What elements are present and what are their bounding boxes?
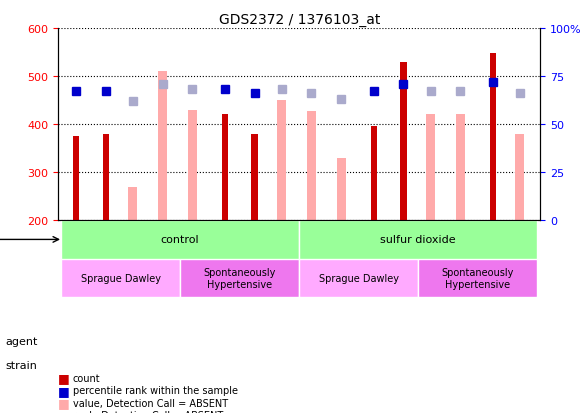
Text: count: count xyxy=(73,373,101,383)
Bar xyxy=(371,126,376,221)
Text: Spontaneously
Hypertensive: Spontaneously Hypertensive xyxy=(203,267,276,289)
Text: strain: strain xyxy=(6,361,38,370)
FancyBboxPatch shape xyxy=(180,259,299,297)
Text: sulfur dioxide: sulfur dioxide xyxy=(381,235,456,245)
Text: ■: ■ xyxy=(58,408,70,413)
Bar xyxy=(426,115,435,221)
Text: control: control xyxy=(161,235,199,245)
Text: value, Detection Call = ABSENT: value, Detection Call = ABSENT xyxy=(73,398,228,408)
Text: rank, Detection Call = ABSENT: rank, Detection Call = ABSENT xyxy=(73,410,223,413)
Bar xyxy=(277,101,286,221)
FancyBboxPatch shape xyxy=(418,259,537,297)
Text: Sprague Dawley: Sprague Dawley xyxy=(81,273,160,283)
Bar xyxy=(515,134,524,221)
Text: ■: ■ xyxy=(58,384,70,397)
Bar xyxy=(307,112,316,221)
FancyBboxPatch shape xyxy=(61,221,299,259)
FancyBboxPatch shape xyxy=(299,221,537,259)
FancyBboxPatch shape xyxy=(61,259,180,297)
Bar xyxy=(400,62,407,221)
Text: ■: ■ xyxy=(58,371,70,385)
Bar xyxy=(337,158,346,221)
Bar xyxy=(158,72,167,221)
Bar xyxy=(103,134,109,221)
Title: GDS2372 / 1376103_at: GDS2372 / 1376103_at xyxy=(218,12,380,26)
Bar xyxy=(128,187,137,221)
Text: Spontaneously
Hypertensive: Spontaneously Hypertensive xyxy=(442,267,514,289)
Text: ■: ■ xyxy=(58,396,70,409)
Bar xyxy=(222,115,228,221)
Bar xyxy=(456,115,465,221)
FancyBboxPatch shape xyxy=(299,259,418,297)
Bar xyxy=(188,110,197,221)
Bar xyxy=(490,54,496,221)
Text: percentile rank within the sample: percentile rank within the sample xyxy=(73,385,238,395)
Bar xyxy=(252,134,258,221)
Bar xyxy=(73,137,79,221)
Text: agent: agent xyxy=(6,336,38,346)
Text: Sprague Dawley: Sprague Dawley xyxy=(319,273,399,283)
